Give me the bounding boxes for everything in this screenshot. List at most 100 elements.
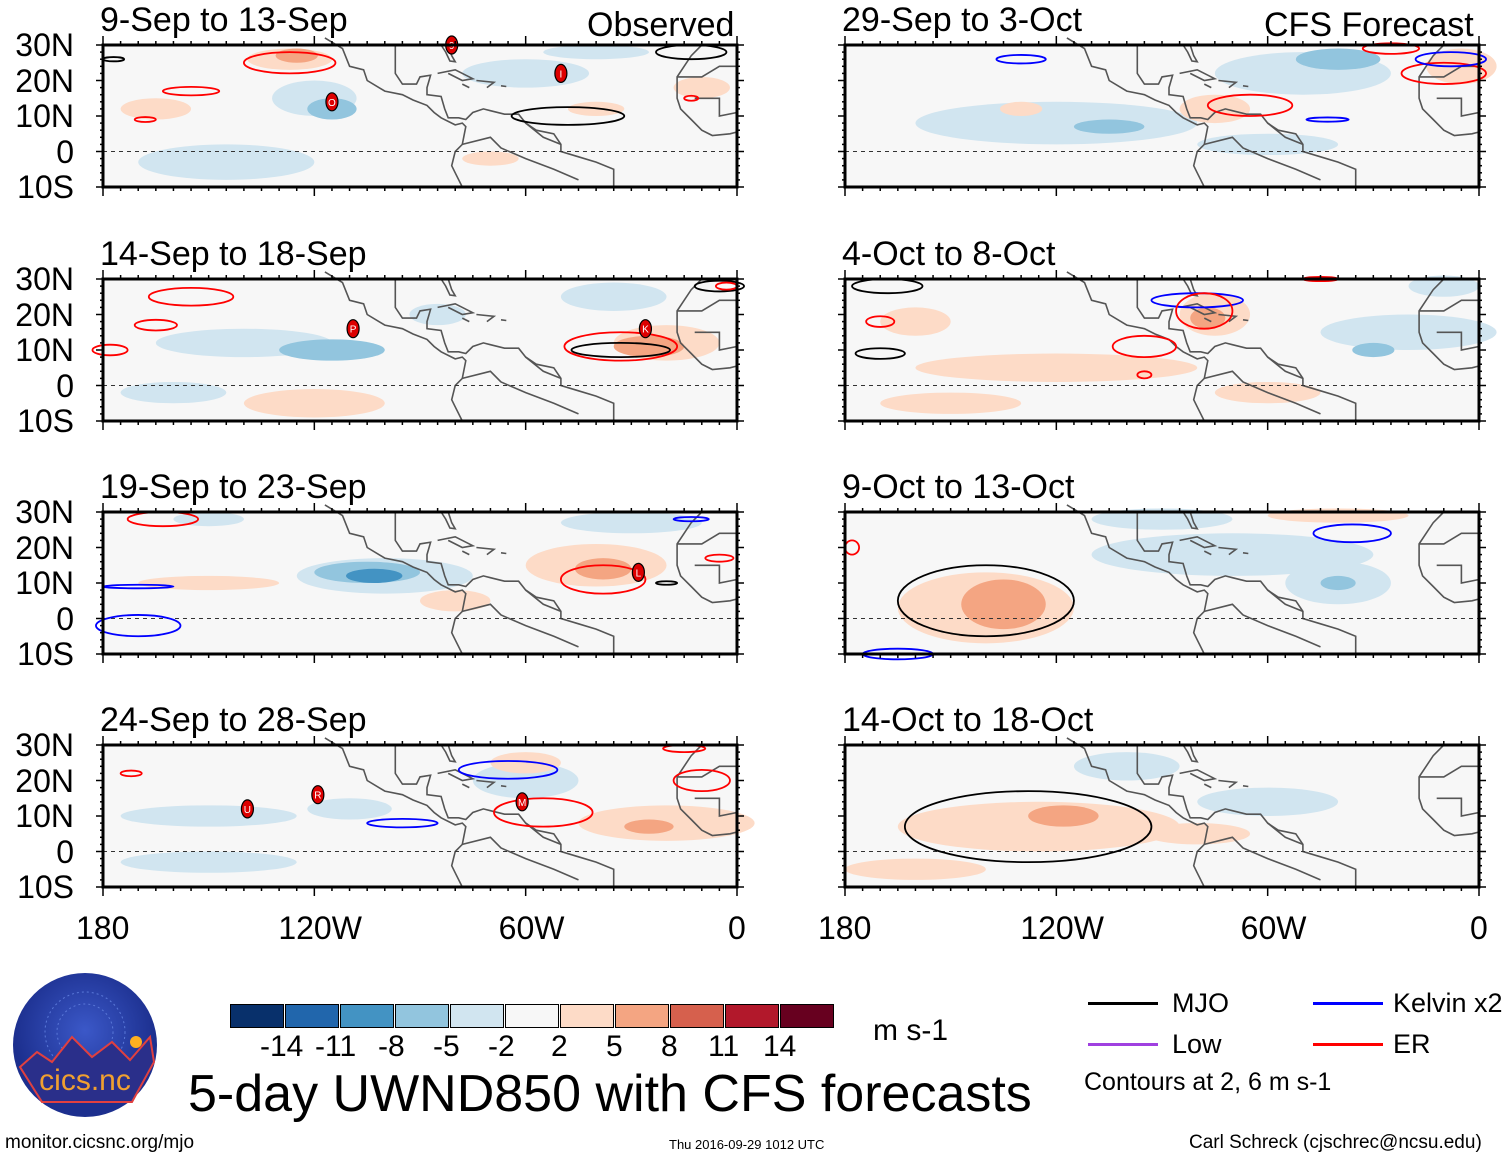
wind-anomaly-shading [897,801,1180,852]
panel-title: 14-Oct to 18-Oct [842,701,1094,739]
svg-text:L: L [636,568,642,579]
wave-contour [133,116,157,123]
wave-contour [493,797,594,828]
x-tick-label: 180 [76,910,130,946]
coastline [394,745,615,887]
coastline [440,744,457,763]
coastline [461,550,470,556]
wind-anomaly-shading [472,762,579,799]
coastline [394,512,615,654]
svg-text:R: R [314,791,321,802]
y-tick-label: 10S [17,636,74,672]
coastline [394,45,615,187]
y-tick-label: 10N [15,798,74,834]
panel-title: 4-Oct to 8-Oct [842,235,1056,273]
colorbar-swatch [615,1004,669,1028]
wind-anomaly-shading [1295,48,1381,70]
wave-contour [655,580,679,586]
wind-anomaly-shading [120,851,297,873]
wave-contour [559,564,647,595]
wave-contour [510,106,626,126]
map-panel [838,736,1486,896]
coastline [1204,603,1321,648]
coastline [677,299,737,312]
coastline [677,65,737,78]
coastline [1204,136,1321,181]
wave-contour [1111,334,1177,358]
coastline [462,836,579,881]
coastline [476,779,497,789]
coastline [1267,589,1304,613]
coastline [1204,370,1321,415]
map-panel [838,36,1497,196]
wave-contour [1400,61,1487,85]
wind-anomaly-shading [1320,314,1497,350]
storm-marker: K [638,319,653,339]
figure-title: 5-day UWND850 with CFS forecasts [188,1065,1032,1123]
wind-anomaly-shading [845,858,986,880]
wave-contour [1136,370,1153,380]
colorbar-tick-label: 5 [606,1030,623,1063]
wind-anomaly-shading [1352,342,1395,358]
wind-anomaly-shading [307,798,392,820]
coastline [1203,83,1212,89]
coastline [525,356,562,380]
wave-contour [903,790,1153,864]
coastline [500,85,507,88]
map-panel [838,270,1497,430]
wind-anomaly-shading [279,339,385,361]
coastline [694,797,738,817]
colorbar-swatch [450,1004,504,1028]
colorbar-swatch [725,1004,779,1028]
coastline [461,317,470,323]
panel-title: 24-Sep to 28-Sep [100,701,367,739]
coastline [476,79,497,89]
y-tick-label: 10N [15,565,74,601]
observed-heading: Observed [587,6,735,44]
svg-text:I: I [559,69,562,80]
coastline [437,535,476,549]
coastline [525,589,562,613]
coastline [1418,511,1480,604]
wind-anomaly-shading [1028,805,1099,827]
wind-anomaly-shading [462,151,519,166]
coastline [1179,302,1218,316]
wave-contour [896,564,1075,638]
footer-timestamp: Thu 2016-09-29 1012 UTC [669,1137,825,1152]
coastline [1242,552,1249,555]
y-tick-label: 20N [15,529,74,566]
wave-contour [672,516,710,523]
wind-anomaly-shading [560,512,702,534]
panel-title: 9-Oct to 13-Oct [842,468,1075,506]
coastline [1182,278,1199,297]
wave-contour [1206,93,1294,117]
x-tick-label: 180 [818,910,872,946]
wave-contour [683,94,700,102]
wind-anomaly-shading [420,590,491,612]
coastline [394,279,615,421]
wave-contour [1305,116,1350,123]
y-tick-label: 30N [15,727,74,763]
coastline [500,552,507,555]
wave-contour [704,553,735,563]
coastline [461,783,470,789]
colorbar-tick-label: -2 [488,1030,515,1063]
coastline [1136,745,1357,887]
colorbar-tick-label: 14 [763,1030,797,1063]
wave-contour [95,614,182,638]
wind-anomaly-shading [138,144,315,180]
wind-anomaly-shading [1091,508,1233,530]
wind-anomaly-shading [346,568,403,583]
coastline [1136,279,1357,421]
y-tick-label: 30N [15,494,74,530]
coastline [1242,85,1249,88]
coastline [677,532,737,545]
logo-text: cics.nc [39,1064,131,1097]
wind-anomaly-shading [880,392,1022,414]
wave-contour [119,769,143,778]
coastline [440,278,457,297]
colorbar-swatch [230,1004,284,1028]
wind-anomaly-shading [624,819,674,834]
storm-marker: R [311,785,325,805]
wind-anomaly-shading [613,335,685,358]
